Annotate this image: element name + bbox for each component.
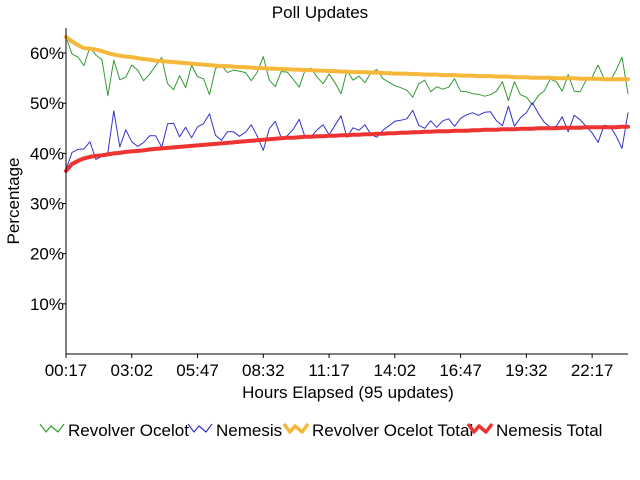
legend-label: Revolver Ocelot Total xyxy=(312,421,473,440)
y-axis-label: Percentage xyxy=(4,158,23,245)
legend-label: Nemesis xyxy=(216,421,282,440)
x-tick-label: 00:17 xyxy=(45,361,88,380)
y-tick-label: 30% xyxy=(30,195,64,214)
plot-area xyxy=(64,35,630,173)
x-tick-label: 19:32 xyxy=(505,361,548,380)
series-line-revolver-ocelot-total xyxy=(64,35,630,82)
y-tick-label: 40% xyxy=(30,144,64,163)
x-tick-label: 05:47 xyxy=(176,361,219,380)
x-axis-label: Hours Elapsed (95 updates) xyxy=(242,383,454,402)
legend-swatch xyxy=(282,422,310,434)
x-axis: 00:17 03:02 05:47 08:32 11:17 14:02 16:47 19:32… xyxy=(45,353,628,380)
y-tick-label: 20% xyxy=(30,245,64,264)
chart-title: Poll Updates xyxy=(272,3,368,22)
legend-swatch xyxy=(466,422,494,434)
legend-swatch xyxy=(39,423,65,433)
y-tick-label: 50% xyxy=(30,94,64,113)
x-tick-label: 08:32 xyxy=(242,361,285,380)
x-tick-label: 14:02 xyxy=(374,361,417,380)
x-tick-label: 16:47 xyxy=(439,361,482,380)
series-line-nemesis-total xyxy=(64,124,630,173)
x-tick-label: 03:02 xyxy=(110,361,153,380)
x-tick-label: 22:17 xyxy=(571,361,614,380)
y-axis: 10% 20% 30% 40% 50% 60% xyxy=(30,28,67,354)
legend: Revolver Ocelot Nemesis Revolver Ocelot To… xyxy=(39,421,602,440)
legend-label: Nemesis Total xyxy=(496,421,602,440)
x-tick-label: 11:17 xyxy=(308,361,349,380)
y-tick-label: 10% xyxy=(30,295,64,314)
legend-label: Revolver Ocelot xyxy=(68,421,189,440)
legend-swatch xyxy=(187,423,213,433)
y-tick-label: 60% xyxy=(30,44,64,63)
